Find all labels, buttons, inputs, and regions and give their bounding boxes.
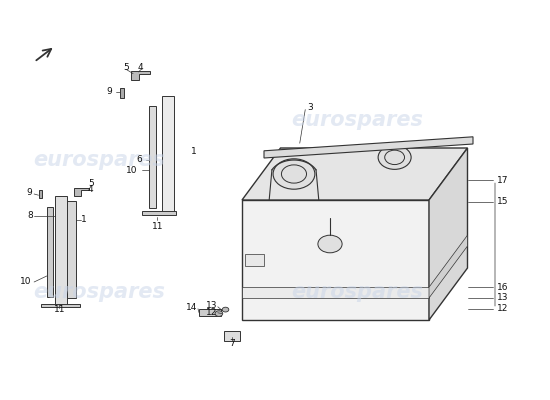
- Text: 10: 10: [126, 166, 138, 174]
- Polygon shape: [120, 88, 124, 98]
- Polygon shape: [74, 188, 89, 196]
- Polygon shape: [245, 254, 264, 266]
- Text: 6: 6: [136, 156, 142, 164]
- Text: 5: 5: [124, 63, 129, 72]
- Text: 16: 16: [497, 283, 509, 292]
- Text: 4: 4: [138, 63, 144, 72]
- Polygon shape: [47, 207, 53, 297]
- Polygon shape: [142, 211, 176, 215]
- Circle shape: [273, 159, 315, 189]
- Text: eurospares: eurospares: [292, 110, 424, 130]
- Text: 15: 15: [497, 198, 509, 206]
- Text: 12: 12: [206, 308, 217, 317]
- Polygon shape: [162, 96, 174, 214]
- Polygon shape: [242, 287, 429, 298]
- Polygon shape: [429, 235, 468, 298]
- Text: 11: 11: [54, 305, 65, 314]
- Text: 10: 10: [20, 278, 32, 286]
- Text: 9: 9: [26, 188, 32, 197]
- Polygon shape: [242, 200, 429, 320]
- Polygon shape: [131, 71, 150, 80]
- Polygon shape: [242, 148, 468, 200]
- Text: 1: 1: [81, 216, 87, 224]
- Text: 13: 13: [497, 294, 509, 302]
- Text: 11: 11: [152, 222, 163, 231]
- Circle shape: [318, 235, 342, 253]
- Polygon shape: [429, 148, 468, 320]
- Text: 1: 1: [191, 148, 197, 156]
- Polygon shape: [264, 137, 473, 158]
- Circle shape: [215, 311, 223, 316]
- Polygon shape: [148, 106, 156, 208]
- Polygon shape: [41, 304, 80, 307]
- Text: eurospares: eurospares: [292, 282, 424, 302]
- Text: eurospares: eurospares: [33, 150, 165, 170]
- Text: eurospares: eurospares: [33, 282, 165, 302]
- Polygon shape: [55, 196, 67, 306]
- Text: 13: 13: [206, 301, 217, 310]
- Text: 9: 9: [107, 88, 112, 96]
- Text: 17: 17: [497, 176, 509, 185]
- Text: 8: 8: [28, 212, 33, 220]
- Text: 14: 14: [185, 304, 197, 312]
- Text: 3: 3: [307, 104, 312, 112]
- Polygon shape: [39, 190, 42, 198]
- Polygon shape: [67, 201, 76, 298]
- Polygon shape: [199, 309, 221, 316]
- Text: 4: 4: [88, 186, 94, 194]
- Circle shape: [222, 307, 229, 312]
- Text: 7: 7: [229, 339, 235, 348]
- Polygon shape: [224, 331, 240, 341]
- Text: 5: 5: [88, 180, 94, 188]
- Text: 12: 12: [497, 304, 509, 313]
- Circle shape: [378, 145, 411, 169]
